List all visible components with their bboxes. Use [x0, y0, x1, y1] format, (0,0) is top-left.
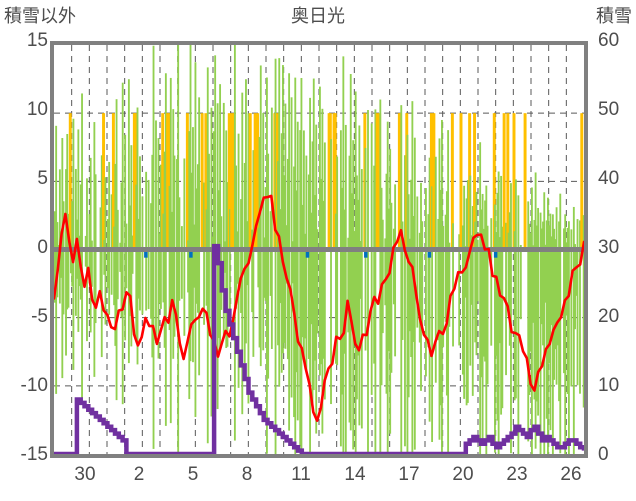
right-tick-3: 30 [598, 237, 620, 258]
left-tick-0: 15 [26, 30, 48, 51]
left-tick-3: 0 [37, 237, 48, 258]
left-tick-1: 10 [26, 99, 48, 120]
left-tick-6: -15 [20, 444, 48, 465]
right-tick-0: 60 [598, 30, 620, 51]
chart-title: 奥日光 [291, 6, 345, 26]
x-tick-8: 23 [506, 464, 528, 485]
x-tick-4: 11 [291, 464, 311, 485]
x-tick-7: 20 [452, 464, 474, 485]
right-tick-4: 20 [598, 306, 620, 327]
plot-area [50, 41, 588, 458]
left-tick-5: -10 [20, 375, 48, 396]
x-tick-9: 26 [560, 464, 582, 485]
x-tick-6: 17 [398, 464, 420, 485]
left-tick-2: 5 [37, 168, 48, 189]
right-tick-6: 0 [598, 444, 609, 465]
right-tick-1: 50 [598, 99, 620, 120]
left-tick-4: -5 [31, 306, 48, 327]
right-axis-label: 積雪 [596, 6, 632, 26]
left-axis-label: 積雪以外 [4, 6, 76, 26]
x-tick-0: 30 [74, 464, 96, 485]
x-tick-5: 14 [344, 464, 366, 485]
x-tick-3: 8 [241, 464, 253, 485]
chart-svg [54, 45, 584, 454]
x-tick-1: 2 [133, 464, 145, 485]
right-tick-2: 40 [598, 168, 620, 189]
x-tick-2: 5 [187, 464, 199, 485]
right-tick-5: 10 [598, 375, 620, 396]
plot-canvas [54, 45, 584, 454]
